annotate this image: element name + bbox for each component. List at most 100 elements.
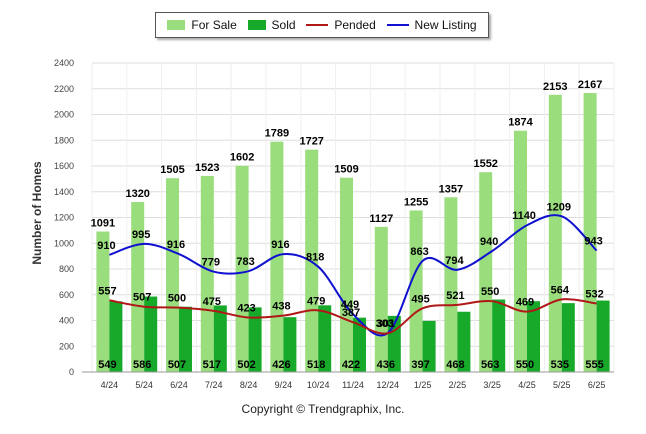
sold-bar	[492, 299, 506, 372]
pended-value-label: 469	[516, 297, 534, 309]
data-labels: 1091 549 1320 586 1505 507 1523 517 1602 502 1789 4…	[91, 79, 604, 371]
for-sale-value-label: 1505	[160, 164, 184, 176]
x-tick-label: 12/24	[377, 380, 400, 390]
for-sale-bar	[583, 92, 597, 372]
for-sale-bar	[479, 172, 493, 372]
bars	[96, 92, 610, 373]
sold-value-label: 586	[133, 359, 151, 371]
for-sale-bar	[444, 197, 458, 372]
x-tick-label: 11/24	[342, 380, 364, 390]
pended-value-label: 438	[272, 301, 290, 313]
sold-value-label: 517	[203, 359, 221, 371]
legend-label-pended: Pended	[334, 18, 376, 32]
sold-bar	[179, 306, 192, 372]
new-listing-value-label: 783	[236, 256, 254, 268]
sold-bar	[457, 311, 471, 372]
pended-value-label: 550	[481, 286, 499, 298]
pended-line	[109, 298, 597, 335]
pended-value-label: 475	[203, 296, 221, 308]
sold-value-label: 518	[307, 359, 325, 371]
new-listing-value-label: 995	[132, 229, 150, 241]
for-sale-value-label: 1357	[439, 183, 463, 195]
pended-value-label: 423	[237, 303, 255, 315]
for-sale-bar	[374, 226, 388, 372]
sold-value-label: 549	[98, 359, 116, 371]
sold-bar	[144, 296, 158, 372]
for-sale-value-label: 1727	[299, 136, 323, 148]
x-tick-label: 6/25	[588, 380, 606, 390]
y-tick-label: 400	[59, 316, 74, 326]
new-listing-value-label: 940	[480, 236, 498, 248]
for-sale-bar	[235, 165, 249, 372]
for-sale-bar	[548, 94, 562, 373]
sold-value-label: 397	[411, 359, 429, 371]
for-sale-bar	[131, 202, 145, 372]
legend-label-new-listing: New Listing	[414, 18, 477, 32]
sold-bar	[561, 303, 575, 372]
sold-value-label: 422	[342, 359, 360, 371]
sold-bar	[109, 301, 123, 372]
y-tick-label: 600	[59, 290, 74, 300]
new-listing-value-label: 916	[167, 239, 185, 251]
pended-value-label: 495	[411, 293, 429, 305]
pended-value-label: 557	[98, 285, 116, 297]
sold-value-label: 535	[551, 359, 569, 371]
pended-value-label: 507	[133, 292, 151, 304]
sold-value-label: 426	[272, 359, 290, 371]
x-tick-label: 5/24	[135, 380, 153, 390]
sold-value-label: 468	[446, 359, 464, 371]
sold-bar	[596, 300, 610, 372]
legend-item-for-sale: For Sale	[167, 18, 237, 32]
legend-item-new-listing: New Listing	[386, 18, 477, 32]
x-tick-label: 5/25	[553, 380, 571, 390]
pended-value-label: 564	[551, 284, 570, 296]
for-sale-value-label: 1552	[473, 158, 497, 170]
new-listing-value-label: 449	[341, 299, 359, 311]
y-tick-label: 800	[59, 264, 74, 274]
x-tick-label: 3/25	[483, 380, 501, 390]
x-tick-label: 6/24	[170, 380, 188, 390]
x-tick-label: 9/24	[275, 380, 293, 390]
sold-bar	[353, 317, 366, 372]
for-sale-swatch-icon	[167, 20, 186, 30]
new-listing-value-label: 794	[445, 255, 464, 267]
y-tick-label: 1600	[54, 161, 74, 171]
for-sale-value-label: 1127	[369, 213, 393, 225]
new-listing-value-label: 916	[271, 239, 289, 251]
pended-value-label: 387	[342, 307, 360, 319]
y-tick-label: 2000	[54, 110, 74, 120]
for-sale-value-label: 1509	[334, 164, 358, 176]
x-tick-label: 2/25	[449, 380, 467, 390]
pended-value-label: 500	[168, 293, 186, 305]
new-listing-value-label: 943	[584, 236, 602, 248]
y-tick-label: 1400	[54, 187, 74, 197]
pended-value-label: 532	[585, 289, 603, 301]
x-tick-label: 10/24	[307, 380, 330, 390]
new-listing-value-label: 863	[410, 246, 428, 258]
for-sale-bar	[514, 130, 527, 372]
sold-bar	[422, 320, 436, 372]
sold-bar	[318, 305, 332, 372]
sold-bar	[248, 307, 262, 372]
for-sale-bar	[200, 175, 214, 372]
for-sale-value-label: 1255	[404, 196, 428, 208]
pended-value-label: 479	[307, 295, 325, 307]
new-listing-line-icon	[386, 24, 409, 26]
pended-value-label: 301	[377, 318, 395, 330]
sold-bar	[213, 305, 227, 372]
for-sale-value-label: 2153	[543, 81, 567, 93]
for-sale-value-label: 1874	[508, 117, 533, 129]
sold-bar	[527, 301, 540, 372]
sold-value-label: 563	[481, 359, 499, 371]
for-sale-bar	[409, 210, 423, 372]
sold-swatch-icon	[247, 20, 266, 30]
new-listing-value-label: 818	[306, 252, 324, 264]
sold-value-label: 550	[516, 359, 534, 371]
new-listing-value-label: 779	[202, 257, 220, 269]
lines	[109, 214, 598, 337]
for-sale-value-label: 1789	[265, 128, 289, 140]
y-tick-label: 2200	[54, 84, 74, 94]
legend-item-sold: Sold	[247, 18, 296, 32]
y-axis-title: Number of Homes	[30, 161, 44, 265]
